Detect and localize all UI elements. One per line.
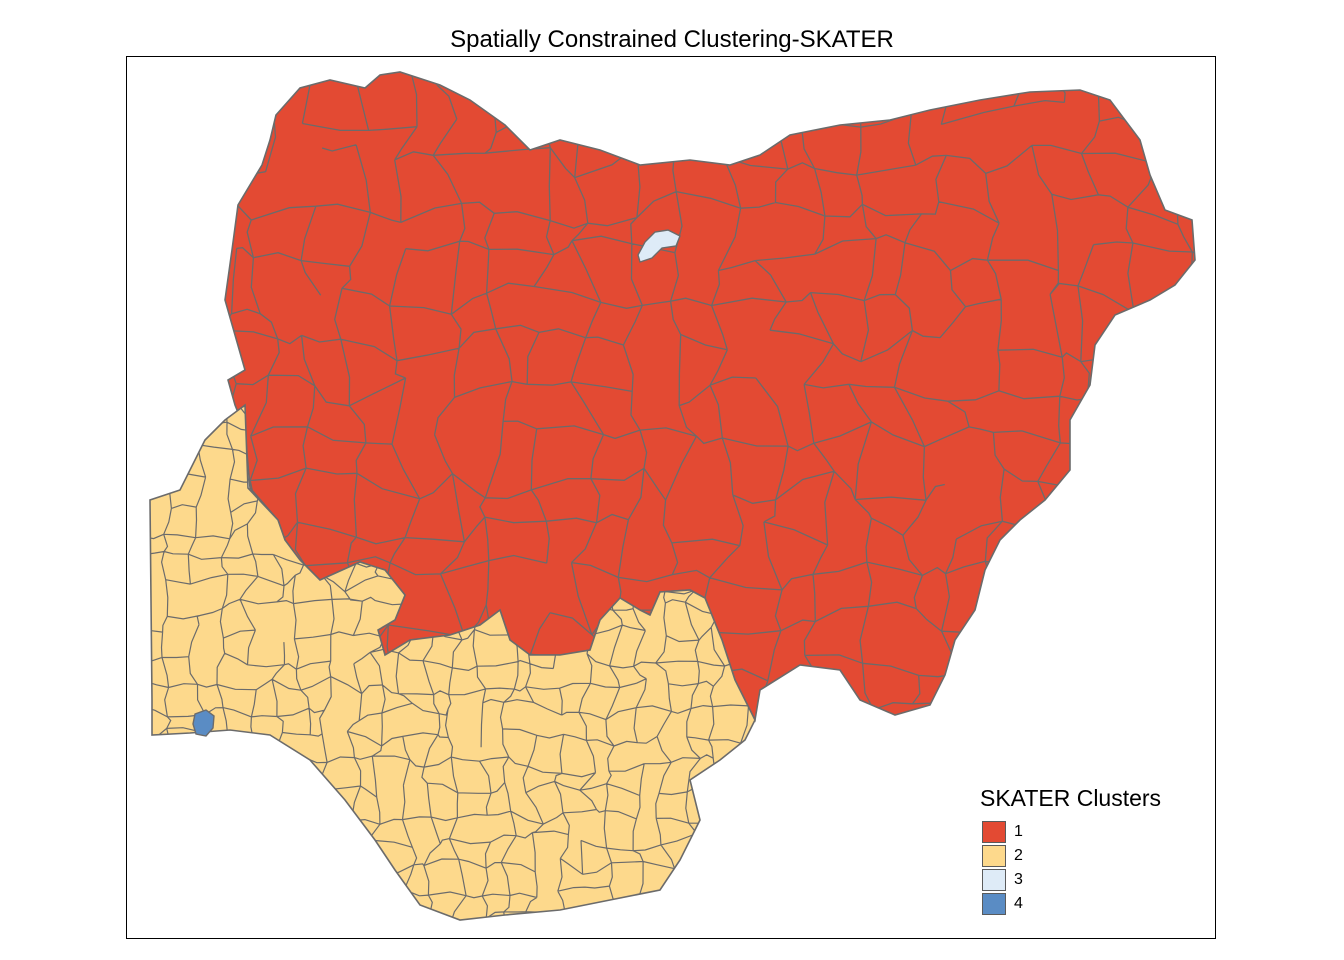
- cluster-3-region: [637, 229, 681, 263]
- map-frame: [126, 56, 1216, 939]
- cluster-4-region: [192, 709, 215, 737]
- legend-item-1: 1: [980, 820, 1161, 844]
- map-legend: SKATER Clusters 1 2 3 4: [980, 785, 1161, 916]
- legend-label-4: 4: [1014, 895, 1023, 912]
- legend-swatch-4: [982, 893, 1006, 915]
- legend-label-2: 2: [1014, 847, 1023, 864]
- legend-item-2: 2: [980, 844, 1161, 868]
- legend-title: SKATER Clusters: [980, 785, 1162, 811]
- legend-label-1: 1: [1014, 823, 1023, 840]
- legend-swatch-2: [982, 845, 1006, 867]
- legend-item-3: 3: [980, 868, 1161, 892]
- legend-swatch-1: [982, 821, 1006, 843]
- legend-swatch-3: [982, 869, 1006, 891]
- legend-item-4: 4: [980, 892, 1161, 916]
- legend-label-3: 3: [1014, 871, 1023, 888]
- map-title: Spatially Constrained Clustering-SKATER: [450, 26, 894, 53]
